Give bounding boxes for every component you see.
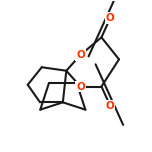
Text: O: O [106, 101, 115, 111]
Text: O: O [76, 81, 85, 92]
Text: O: O [106, 13, 115, 23]
Text: O: O [76, 50, 85, 60]
